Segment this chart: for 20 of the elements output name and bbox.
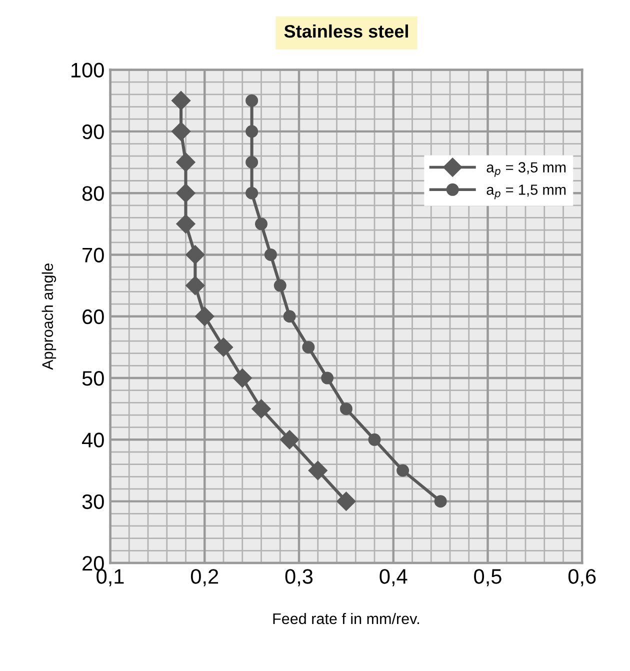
y-tick-label: 100 xyxy=(72,62,104,78)
x-tick-label: 0,1 xyxy=(96,569,124,586)
y-tick-label: 90 xyxy=(82,124,104,140)
y-axis-title: Approach angle xyxy=(42,264,56,370)
x-tick-label: 0,4 xyxy=(380,569,408,586)
y-tick-label: 30 xyxy=(82,494,104,510)
x-tick-label: 0,2 xyxy=(190,569,218,586)
chart-title: Stainless steel xyxy=(284,24,408,38)
legend-label: a$_{p}$ = 1,5 mm xyxy=(486,184,566,200)
legend-label: a$_{p}$ = 3,5 mm xyxy=(486,162,566,177)
y-tick-label: 20 xyxy=(82,556,104,571)
y-tick-label: 70 xyxy=(82,248,104,262)
x-tick-label: 0,3 xyxy=(285,569,313,586)
y-tick-label: 50 xyxy=(82,371,104,386)
x-tick-label: 0,6 xyxy=(568,569,596,586)
x-axis-title: Feed rate f in mm/rev. xyxy=(273,612,419,624)
x-tick-label: 0,5 xyxy=(474,569,502,586)
y-tick-label: 60 xyxy=(82,309,104,324)
y-tick-label: 40 xyxy=(82,432,104,448)
y-tick-label: 80 xyxy=(82,186,104,201)
